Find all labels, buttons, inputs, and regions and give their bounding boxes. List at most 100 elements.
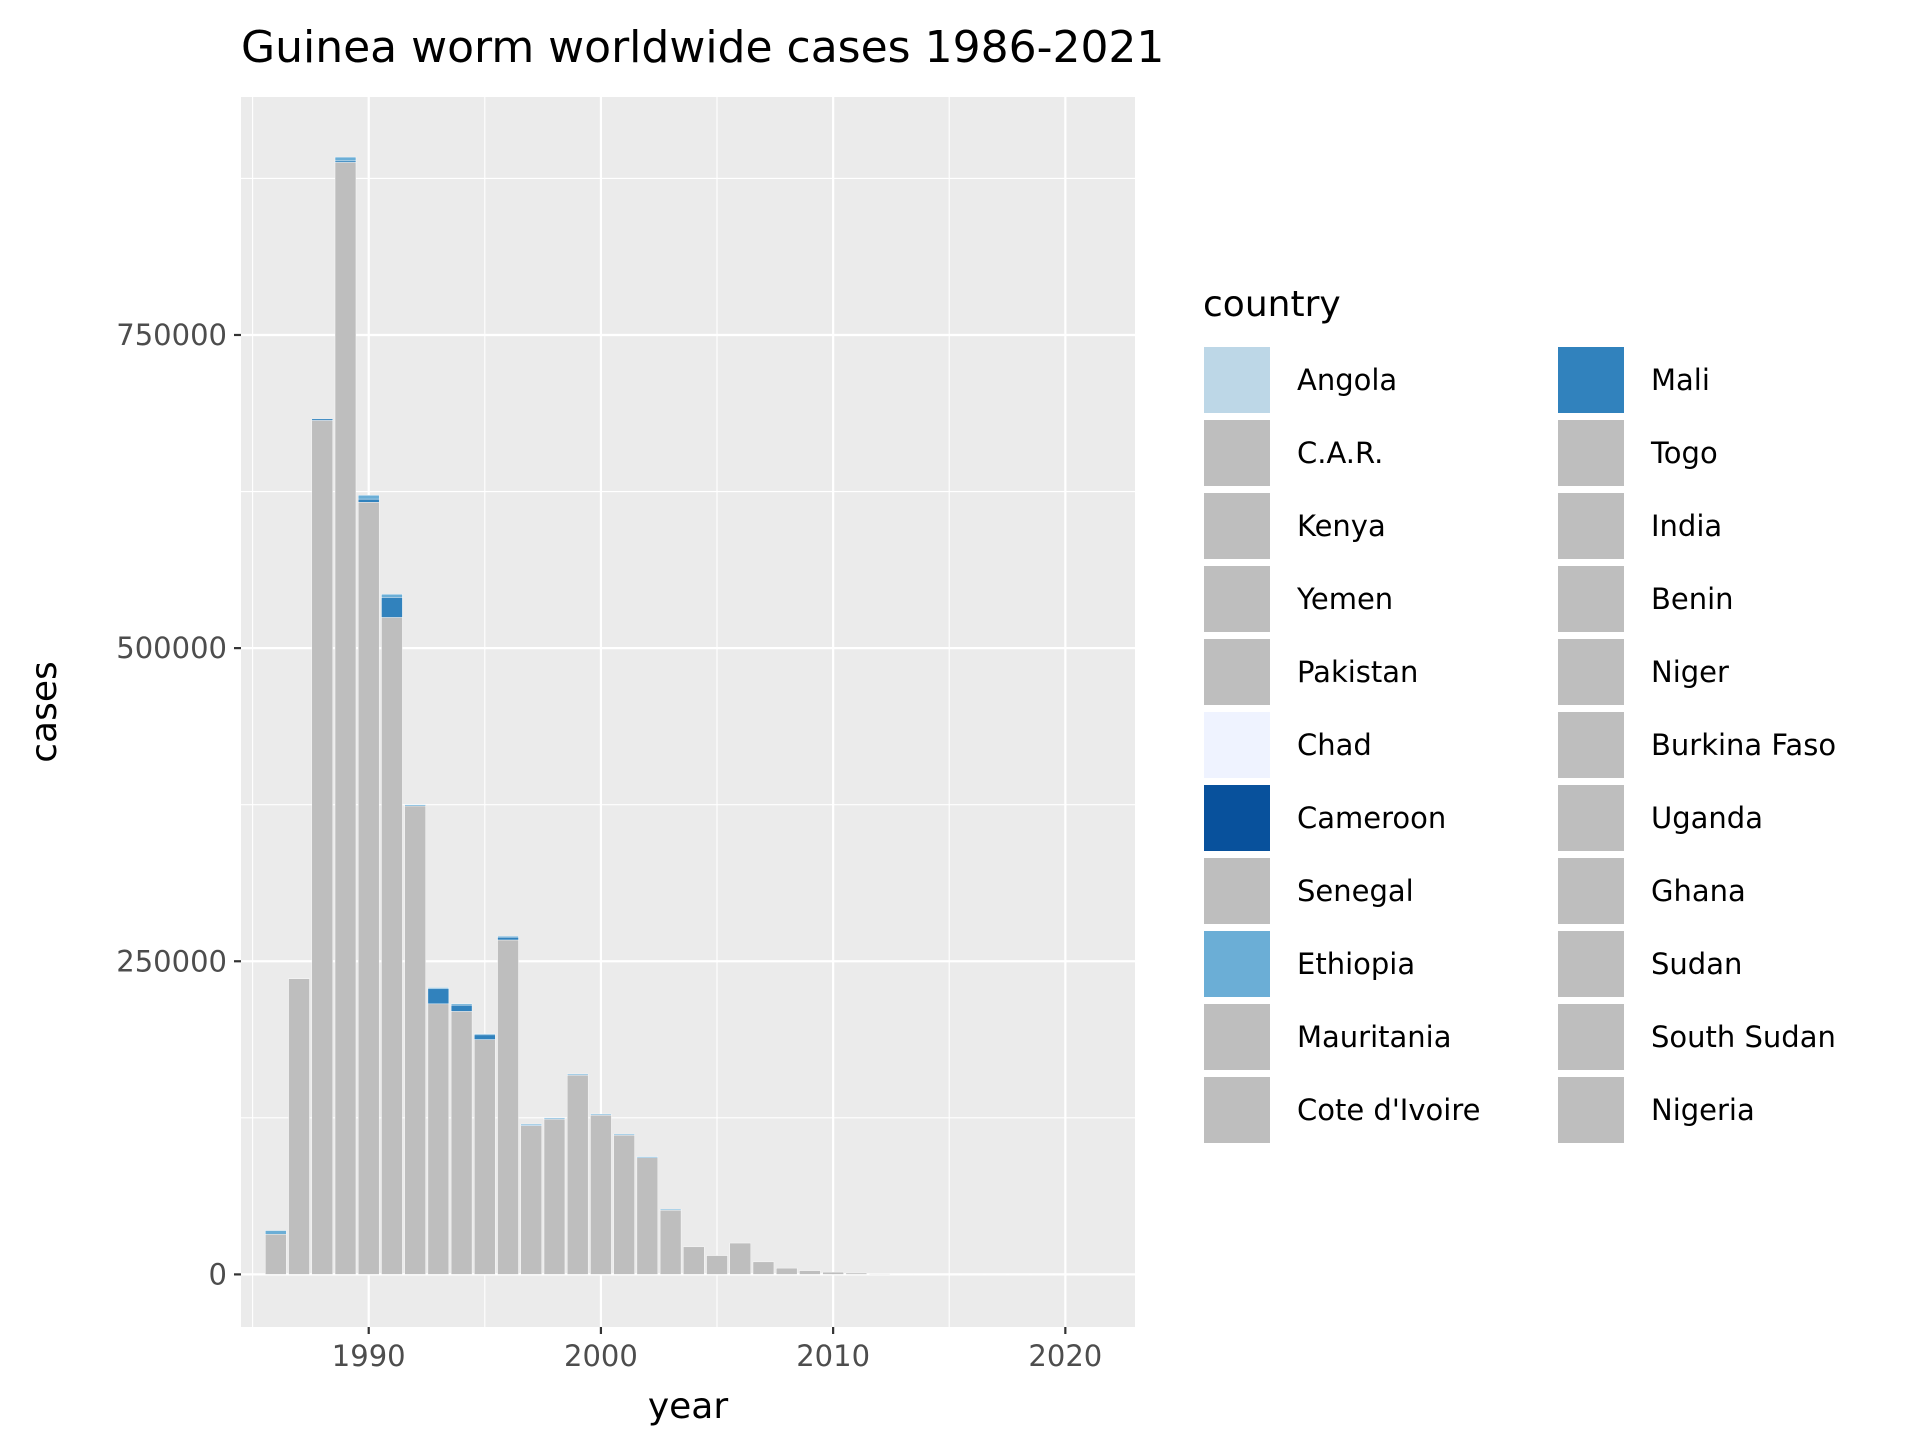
- y-tick-label: 500000: [116, 631, 227, 665]
- bar-other: [752, 1261, 775, 1275]
- legend: country Angola C.A.R. Kenya Yemen Pakistan Ch…: [1202, 284, 1836, 1145]
- legend-label: Cameroon: [1297, 801, 1446, 835]
- bar-other: [567, 1074, 589, 1275]
- legend-key: [1202, 491, 1272, 561]
- bar-other: [334, 162, 357, 1275]
- bar-other: [520, 1125, 542, 1275]
- bar-ethiopia: [474, 1033, 496, 1036]
- legend-label: Angola: [1297, 363, 1397, 397]
- bar-mali: [474, 1034, 496, 1040]
- bar-ethiopia: [427, 987, 450, 990]
- bar-ethiopia: [381, 594, 403, 598]
- legend-label: South Sudan: [1651, 1020, 1836, 1054]
- legend-label: Kenya: [1297, 509, 1386, 543]
- bar-mali: [427, 988, 450, 1005]
- legend-label: Nigeria: [1651, 1093, 1755, 1127]
- bar-other: [799, 1270, 821, 1275]
- legend-key: [1202, 856, 1272, 926]
- bar-mali: [311, 418, 333, 421]
- legend-label: Ethiopia: [1297, 947, 1415, 981]
- legend-key: [1556, 564, 1626, 634]
- bar-other: [868, 1273, 891, 1275]
- bar-other: [543, 1118, 566, 1275]
- legend-key: [1556, 710, 1626, 780]
- legend-key: [1556, 929, 1626, 999]
- bar-ethiopia: [334, 156, 357, 162]
- x-tick-label: 2020: [1028, 1339, 1102, 1373]
- bar-mali: [381, 597, 403, 618]
- legend-label: India: [1651, 509, 1722, 543]
- legend-key: [1202, 345, 1272, 415]
- bar-other: [636, 1156, 659, 1275]
- legend-label: Benin: [1651, 582, 1734, 616]
- legend-key: [1202, 710, 1272, 780]
- bar-ethiopia: [543, 1117, 566, 1120]
- legend-label: Niger: [1651, 655, 1729, 689]
- y-tick-label: 750000: [116, 318, 227, 352]
- legend-key: [1556, 1075, 1626, 1145]
- bars: [265, 156, 1100, 1275]
- bar-ethiopia: [265, 1230, 287, 1235]
- bar-ethiopia: [567, 1073, 589, 1076]
- legend-label: Chad: [1297, 728, 1372, 762]
- y-tick-label: 250000: [116, 944, 227, 978]
- legend-key: [1556, 637, 1626, 707]
- x-axis: 1990 2000 2010 2020: [332, 1327, 1102, 1373]
- x-axis-title: year: [648, 1386, 729, 1427]
- bar-other: [590, 1114, 612, 1275]
- bar-ethiopia: [520, 1123, 542, 1126]
- legend-key: [1202, 637, 1272, 707]
- legend-label: Ghana: [1651, 874, 1746, 908]
- legend-label: C.A.R.: [1297, 436, 1383, 470]
- bar-other: [683, 1246, 705, 1275]
- bar-ethiopia: [358, 495, 380, 500]
- bar-other: [265, 1234, 287, 1275]
- bar-other: [822, 1271, 844, 1275]
- grid-minor: [241, 97, 1135, 1327]
- bar-other: [776, 1267, 798, 1275]
- x-tick-label: 2010: [796, 1339, 870, 1373]
- bar-ethiopia: [613, 1133, 635, 1136]
- legend-key: [1202, 1075, 1272, 1145]
- bar-ethiopia: [404, 804, 426, 807]
- legend-title: country: [1203, 284, 1341, 325]
- x-tick-label: 1990: [332, 1339, 406, 1373]
- legend-key: [1556, 1002, 1626, 1072]
- bar-other: [729, 1242, 751, 1275]
- legend-label: Mali: [1651, 363, 1710, 397]
- bar-other: [497, 939, 519, 1275]
- bar-ethiopia: [590, 1113, 612, 1116]
- bar-mali: [358, 498, 380, 503]
- bar-ethiopia: [636, 1156, 659, 1158]
- legend-key: [1556, 783, 1626, 853]
- bar-ethiopia: [450, 1003, 473, 1006]
- bar-other: [358, 501, 380, 1275]
- legend-key: [1202, 1002, 1272, 1072]
- legend-label: Yemen: [1296, 582, 1393, 616]
- legend-label: Togo: [1650, 436, 1718, 470]
- legend-key: [1202, 929, 1272, 999]
- bar-other: [450, 1011, 473, 1275]
- legend-label: Sudan: [1651, 947, 1742, 981]
- legend-label: Senegal: [1297, 874, 1414, 908]
- bar-other: [613, 1134, 635, 1275]
- bar-ethiopia: [659, 1209, 682, 1211]
- bar-ethiopia: [497, 936, 519, 938]
- legend-key: [1202, 564, 1272, 634]
- bar-other: [381, 617, 403, 1275]
- bar-other: [404, 805, 426, 1275]
- legend-key: [1556, 856, 1626, 926]
- y-axis: 0 250000 500000 750000: [116, 318, 241, 1291]
- legend-label: Burkina Faso: [1651, 728, 1836, 762]
- x-tick-label: 2000: [564, 1339, 638, 1373]
- legend-key: [1556, 345, 1626, 415]
- legend-label: Mauritania: [1297, 1020, 1452, 1054]
- chart-title: Guinea worm worldwide cases 1986-2021: [241, 22, 1164, 73]
- legend-key: [1556, 418, 1626, 488]
- legend-key: [1556, 491, 1626, 561]
- y-axis-title: cases: [24, 661, 65, 763]
- bar-other: [706, 1255, 728, 1275]
- bar-other: [659, 1209, 682, 1275]
- y-tick-label: 0: [209, 1257, 227, 1291]
